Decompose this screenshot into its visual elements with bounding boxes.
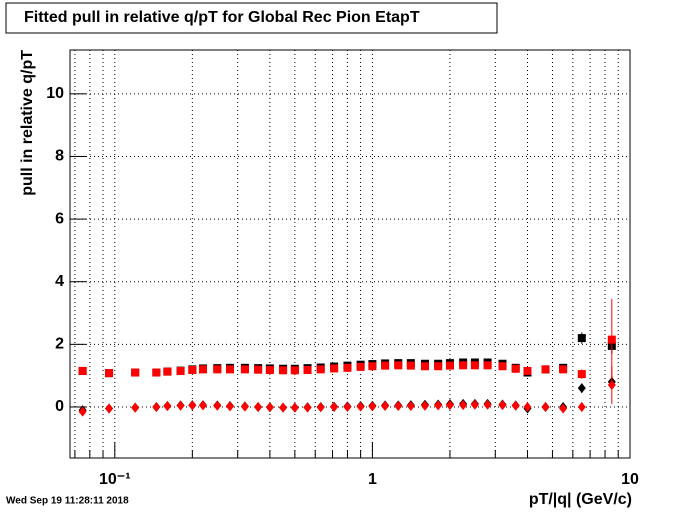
diamond-marker: [483, 399, 492, 410]
diamond-marker: [511, 400, 520, 411]
square-marker: [541, 365, 550, 374]
diamond-marker: [368, 401, 377, 412]
square-marker: [303, 366, 312, 375]
square-marker: [163, 367, 172, 376]
square-marker: [394, 361, 403, 370]
square-marker: [213, 365, 222, 374]
square-marker: [434, 362, 443, 371]
square-marker: [152, 368, 161, 377]
diamond-marker: [394, 401, 403, 412]
square-marker: [406, 361, 415, 370]
y-tick-label: 6: [55, 210, 64, 227]
y-tick-label: 0: [55, 398, 64, 415]
diamond-marker: [459, 400, 468, 411]
diamond-marker: [577, 401, 586, 412]
x-tick-label: 10: [621, 471, 639, 488]
diamond-marker: [152, 401, 161, 412]
diamond-marker: [176, 400, 185, 411]
square-marker: [483, 361, 492, 370]
square-marker: [607, 335, 616, 344]
square-marker: [577, 334, 586, 343]
square-marker: [316, 365, 325, 374]
square-marker: [176, 366, 185, 375]
square-marker: [356, 362, 365, 371]
diamond-marker: [131, 402, 140, 413]
square-marker: [240, 365, 249, 374]
y-axis-label: pull in relative q/pT: [19, 50, 36, 196]
square-marker: [420, 362, 429, 371]
square-marker: [381, 361, 390, 370]
square-marker: [511, 364, 520, 373]
y-tick-label: 4: [55, 273, 64, 290]
diamond-marker: [470, 399, 479, 410]
diamond-marker: [434, 400, 443, 411]
y-tick-label: 10: [46, 85, 64, 102]
y-tick-label: 2: [55, 336, 64, 353]
square-marker: [330, 364, 339, 373]
square-marker: [368, 362, 377, 371]
square-marker: [78, 366, 87, 375]
diamond-marker: [607, 380, 616, 391]
diamond-marker: [381, 401, 390, 412]
diamond-marker: [240, 401, 249, 412]
square-marker: [343, 363, 352, 372]
diamond-marker: [330, 401, 339, 412]
y-tick-label: 8: [55, 148, 64, 165]
plot-area: 10⁻¹ 1 10 0 2 4 6 8 10: [46, 50, 639, 488]
diamond-marker: [577, 383, 586, 394]
chart-title: Fitted pull in relative q/pT for Global …: [24, 9, 420, 26]
square-marker: [188, 366, 197, 375]
diamond-marker: [343, 401, 352, 412]
frame: [69, 49, 631, 459]
square-marker: [105, 369, 114, 378]
square-marker: [254, 365, 263, 374]
diamond-marker: [199, 400, 208, 411]
diamond-marker: [188, 400, 197, 411]
diamond-marker: [420, 400, 429, 411]
square-marker: [470, 361, 479, 370]
diamond-marker: [406, 401, 415, 412]
square-marker: [279, 366, 288, 375]
title-box: [5, 2, 498, 34]
square-marker: [290, 366, 299, 375]
square-marker: [559, 365, 568, 374]
diamond-marker: [163, 401, 172, 412]
diamond-marker: [445, 400, 454, 411]
diamond-marker: [303, 402, 312, 413]
timestamp: Wed Sep 19 11:28:11 2018: [6, 496, 129, 507]
x-tick-label: 10⁻¹: [99, 471, 131, 488]
diamond-marker: [265, 402, 274, 413]
square-marker: [265, 366, 274, 375]
diamond-marker: [523, 401, 532, 412]
square-marker: [445, 361, 454, 370]
square-marker: [131, 368, 140, 377]
diamond-marker: [279, 402, 288, 413]
square-marker: [577, 370, 586, 379]
diamond-marker: [541, 401, 550, 412]
square-marker: [225, 365, 234, 374]
x-axis-label: pT/|q| (GeV/c): [529, 491, 632, 508]
square-marker: [199, 365, 208, 374]
diamond-marker: [78, 406, 87, 417]
diamond-marker: [225, 401, 234, 412]
diamond-marker: [498, 400, 507, 411]
square-marker: [498, 362, 507, 371]
square-marker: [523, 366, 532, 375]
diamond-marker: [254, 401, 263, 412]
diamond-marker: [559, 403, 568, 414]
x-tick-label: 1: [368, 471, 377, 488]
diamond-marker: [105, 403, 114, 414]
square-marker: [459, 361, 468, 370]
diamond-marker: [213, 400, 222, 411]
diamond-marker: [290, 402, 299, 413]
diamond-marker: [316, 402, 325, 413]
diamond-marker: [356, 401, 365, 412]
